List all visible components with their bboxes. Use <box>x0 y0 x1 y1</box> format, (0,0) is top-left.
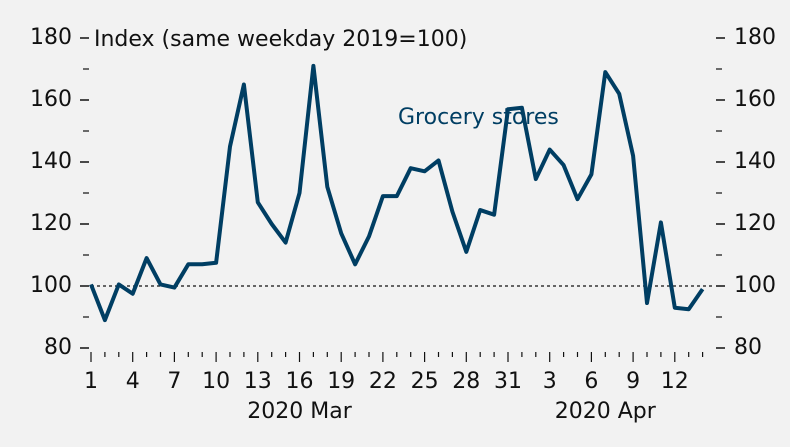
x-tick-label: 6 <box>584 369 598 394</box>
x-tick-label: 31 <box>494 369 522 394</box>
y-tick-label: 180 <box>30 25 72 50</box>
x-tick-label: 19 <box>327 369 355 394</box>
x-tick-label: 7 <box>167 369 181 394</box>
y2-tick-label: 100 <box>734 273 776 298</box>
x-tick-label: 4 <box>126 369 140 394</box>
y-tick-label: 160 <box>30 87 72 112</box>
y2-tick-label: 160 <box>734 87 776 112</box>
y2-tick-label: 120 <box>734 211 776 236</box>
y-tick-label: 80 <box>44 335 72 360</box>
x-tick-label: 16 <box>286 369 314 394</box>
y2-tick-label: 140 <box>734 149 776 174</box>
month-label: 2020 Apr <box>555 399 657 424</box>
x-tick-label: 3 <box>543 369 557 394</box>
month-label: 2020 Mar <box>247 399 352 424</box>
x-tick-label: 9 <box>626 369 640 394</box>
series-line <box>89 63 705 323</box>
x-tick-label: 13 <box>244 369 272 394</box>
x-tick-label: 25 <box>411 369 439 394</box>
y-tick-label: 140 <box>30 149 72 174</box>
y2-tick-label: 180 <box>734 25 776 50</box>
series-label: Grocery stores <box>398 105 559 130</box>
chart-title: Index (same weekday 2019=100) <box>94 27 467 52</box>
y-tick-label: 120 <box>30 211 72 236</box>
x-tick-label: 22 <box>369 369 397 394</box>
x-tick-label: 10 <box>202 369 230 394</box>
y-tick-label: 100 <box>30 273 72 298</box>
x-tick-label: 1 <box>84 369 98 394</box>
x-tick-label: 28 <box>452 369 480 394</box>
y2-tick-label: 80 <box>734 335 762 360</box>
x-tick-label: 12 <box>661 369 689 394</box>
